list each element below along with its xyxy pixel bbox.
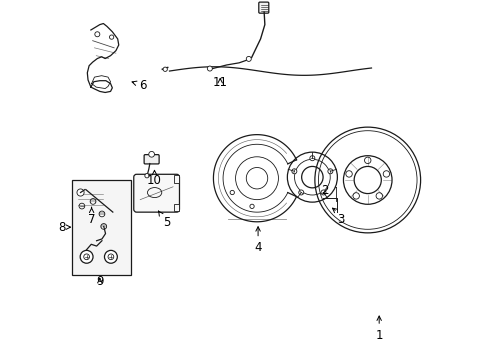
FancyBboxPatch shape	[73, 184, 109, 212]
Circle shape	[144, 174, 149, 178]
Circle shape	[163, 67, 167, 71]
FancyBboxPatch shape	[258, 2, 268, 13]
Circle shape	[298, 190, 303, 195]
Text: 9: 9	[96, 275, 103, 288]
Bar	[173, 204, 179, 211]
Circle shape	[99, 211, 104, 217]
Text: 8: 8	[59, 221, 66, 234]
Text: 4: 4	[254, 227, 261, 255]
Text: 11: 11	[212, 76, 227, 89]
Text: 7: 7	[88, 207, 95, 226]
Circle shape	[101, 224, 106, 229]
Bar	[71, 180, 130, 275]
Circle shape	[246, 57, 251, 62]
Text: 6: 6	[132, 79, 146, 92]
Bar	[173, 175, 179, 183]
Text: 1: 1	[375, 316, 382, 342]
Circle shape	[77, 189, 84, 196]
Text: 5: 5	[158, 211, 170, 229]
Circle shape	[320, 190, 325, 195]
FancyBboxPatch shape	[134, 174, 179, 212]
Text: 3: 3	[337, 213, 344, 226]
Circle shape	[104, 250, 117, 263]
Circle shape	[80, 250, 93, 263]
Circle shape	[148, 152, 154, 157]
Circle shape	[309, 156, 314, 161]
Text: 10: 10	[147, 170, 162, 187]
Text: 2: 2	[321, 184, 328, 197]
Circle shape	[90, 199, 96, 204]
Circle shape	[327, 169, 332, 174]
FancyBboxPatch shape	[144, 155, 159, 164]
Circle shape	[207, 66, 212, 71]
Circle shape	[291, 169, 296, 174]
